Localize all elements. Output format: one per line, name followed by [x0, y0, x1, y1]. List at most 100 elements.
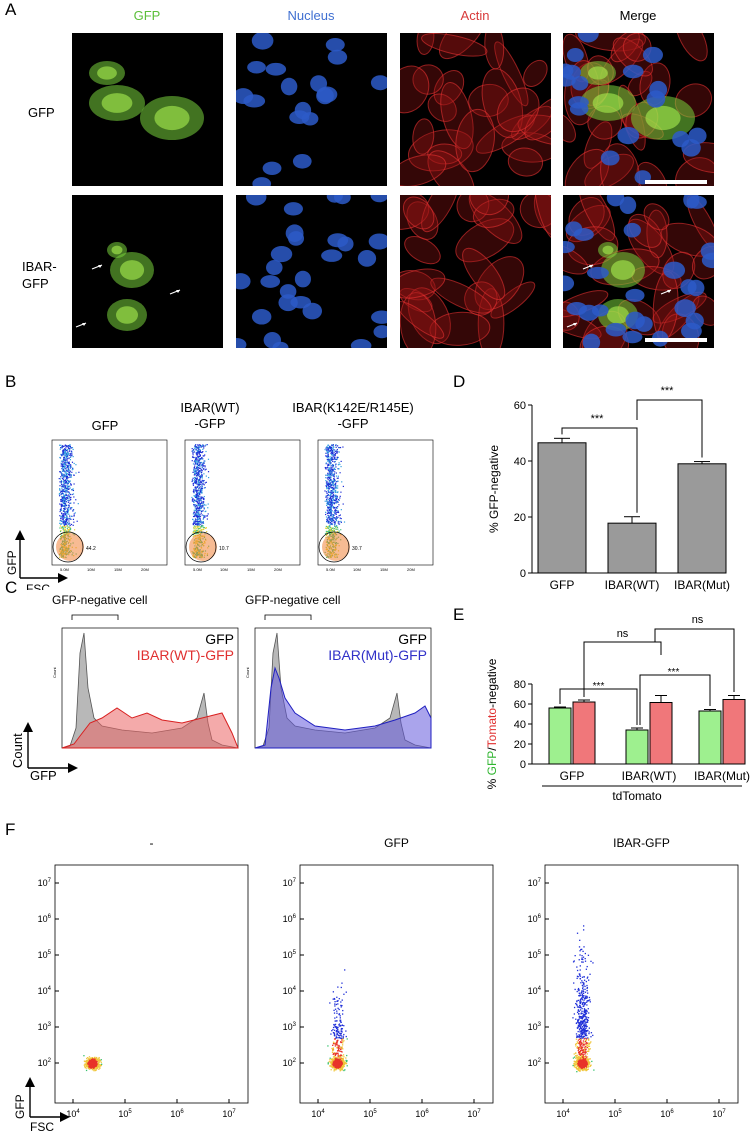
x-tick-label: 15M	[247, 567, 255, 572]
tick-label: 104	[38, 986, 52, 996]
tick-label: 105	[283, 950, 297, 960]
tick-label: 107	[528, 878, 542, 888]
flow-title-ibar-mut: IBAR(K142E/R145E) -GFP	[292, 400, 414, 431]
micrograph-gfp-row2	[72, 195, 223, 348]
y-tick-label: 60	[514, 400, 526, 412]
x-tick-label: 5.0M	[326, 567, 335, 572]
row-label-ibar-gfp: IBAR- GFP	[22, 259, 57, 291]
micrograph-nuc-row2	[236, 195, 387, 348]
sig-label: ***	[591, 413, 605, 425]
sig-bracket	[583, 641, 662, 697]
tick-label: 104	[283, 986, 297, 996]
tick-label: 104	[311, 1109, 325, 1119]
y-axis-label-part: GFP	[485, 751, 499, 776]
micrograph-actin-row1	[400, 33, 551, 186]
bar	[572, 701, 596, 765]
y-axis-label: % GFP-negative	[487, 445, 501, 533]
histogram-c: GFP-negative cellGFPIBAR(WT)-GFPCountGFP…	[10, 593, 432, 780]
bar	[625, 729, 649, 765]
row-label-gfp: GFP	[28, 105, 55, 120]
scatter-title: -	[150, 836, 154, 850]
col-label-nucleus: Nucleus	[287, 8, 335, 23]
sig-label: ***	[668, 667, 680, 678]
tick-label: 105	[528, 950, 542, 960]
y-tick-label: 20	[514, 739, 526, 751]
gate-value: 30.7	[352, 546, 362, 552]
panel-f-label: F	[5, 820, 16, 839]
x-tick-label: 5.0M	[193, 567, 202, 572]
sig-bracket	[559, 688, 638, 725]
gate-circle	[185, 531, 217, 563]
tick-label: 106	[660, 1109, 674, 1119]
micrograph-merge-row2	[563, 195, 714, 348]
legend-gfp: GFP	[398, 631, 427, 647]
tick-label: 103	[283, 1022, 297, 1032]
axis-label-count: Count	[10, 733, 25, 768]
col-label-merge: Merge	[619, 8, 657, 23]
tick-label: 107	[222, 1109, 236, 1119]
tick-label: 106	[170, 1109, 184, 1119]
gate-value: 44.2	[86, 546, 96, 552]
x-tick-label: 10M	[87, 567, 95, 572]
scatter-title: IBAR-GFP	[613, 836, 670, 850]
x-tick-label: IBAR(Mut)	[694, 769, 750, 783]
x-tick-label: 20M	[141, 567, 149, 572]
scatter-frame	[299, 864, 494, 1104]
bar	[537, 442, 587, 574]
micrograph-nuc-row1	[236, 33, 387, 186]
x-tick-label: 15M	[114, 567, 122, 572]
tick-label: 105	[363, 1109, 377, 1119]
bar	[677, 463, 727, 574]
y-tick-label: 60	[514, 699, 526, 711]
x-tick-label: 10M	[353, 567, 361, 572]
sig-bracket	[561, 427, 638, 513]
micrograph-gfp-row1	[72, 33, 223, 186]
bar-chart-e: 0 20 40 60 80 GFP IBAR(WT) IBAR(Mut) tdTomato ***…	[485, 614, 750, 800]
legend-sample: IBAR(Mut)-GFP	[328, 647, 427, 663]
x-tick-label: IBAR(Mut)	[674, 578, 730, 592]
x-tick-label: IBAR(WT)	[605, 578, 660, 592]
tick-label: 102	[38, 1058, 52, 1068]
tick-label: 104	[66, 1109, 80, 1119]
bar	[607, 522, 657, 574]
tick-label: 106	[415, 1109, 429, 1119]
tick-label: 102	[283, 1058, 297, 1068]
x-tick-label: 5.0M	[60, 567, 69, 572]
bar	[722, 699, 746, 765]
bar	[698, 710, 722, 765]
gate-circle	[318, 531, 350, 563]
panel-a-label: A	[5, 0, 17, 19]
legend-gfp: GFP	[205, 631, 234, 647]
axis-label-gfp: GFP	[13, 1094, 27, 1119]
axis-label-fsc: FSC	[30, 1120, 54, 1132]
gate-label: GFP-negative cell	[245, 593, 340, 607]
panel-e-label: E	[453, 605, 465, 624]
tick-label: 107	[712, 1109, 726, 1119]
flow-title-ibar-wt: IBAR(WT) -GFP	[180, 400, 240, 431]
y-axis-label: % GFP/Tomato-negative	[485, 658, 499, 789]
inner-count-label: Count	[245, 666, 250, 678]
y-axis-label-part: %	[485, 775, 499, 789]
tick-label: 105	[608, 1109, 622, 1119]
x-tick-label: 15M	[380, 567, 388, 572]
tick-label: 106	[283, 914, 297, 924]
scale-bar	[645, 180, 707, 184]
sig-bracket	[654, 628, 735, 692]
panel-d-label: D	[453, 372, 466, 391]
tick-label: 104	[556, 1109, 570, 1119]
y-tick-label: 40	[514, 456, 526, 468]
tick-label: 103	[528, 1022, 542, 1032]
tick-label: 107	[283, 878, 297, 888]
y-axis-label-part: Tomato	[485, 708, 499, 748]
panel-c-label: C	[5, 578, 18, 597]
tick-label: 107	[467, 1109, 481, 1119]
x-tick-label: 20M	[407, 567, 415, 572]
panel-b-label: B	[5, 372, 17, 391]
scale-bar	[645, 338, 707, 342]
sig-bracket	[639, 674, 711, 725]
gate-label: GFP-negative cell	[52, 593, 147, 607]
axis-label-gfp: GFP	[5, 550, 19, 575]
col-label-actin: Actin	[460, 8, 490, 23]
histogram-sample	[254, 666, 432, 749]
bar	[548, 707, 572, 765]
